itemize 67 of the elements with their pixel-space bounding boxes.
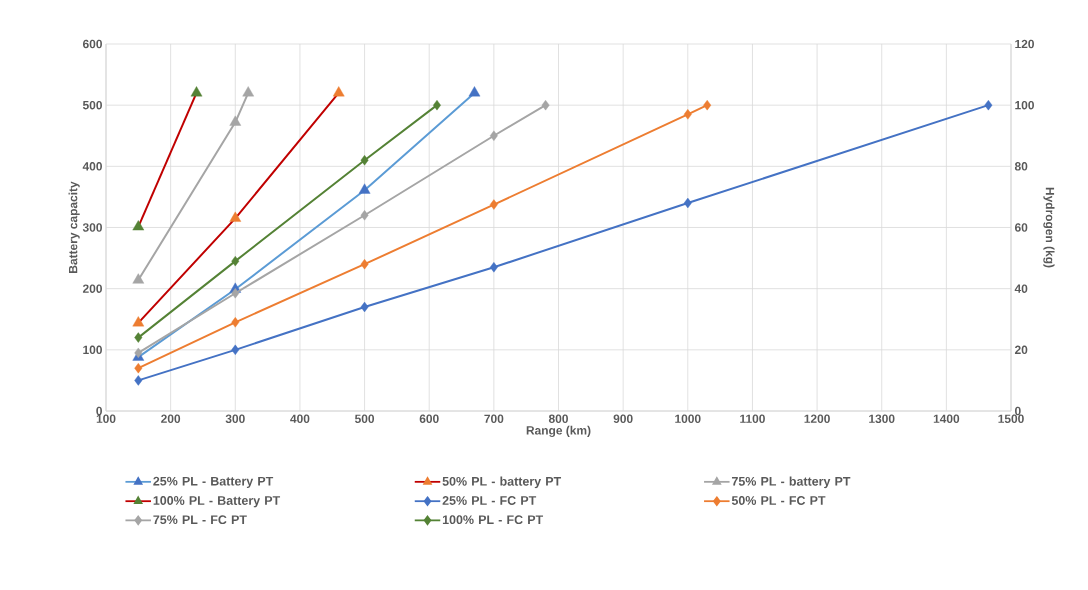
x-tick-label: 500 (354, 414, 375, 423)
point (231, 317, 240, 328)
x-tick-label: 1300 (869, 414, 895, 424)
y2-axis-title: Hydrogen (kg) (1043, 187, 1055, 268)
y-tick-label: 400 (82, 162, 102, 171)
point (360, 259, 369, 270)
point (332, 86, 345, 97)
y-tick-label: 600 (82, 39, 102, 49)
x-tick-label: 200 (161, 414, 181, 423)
x-tick-label: 300 (225, 414, 245, 424)
x-tick-label: 1100 (740, 414, 765, 423)
y-tick-label: 200 (82, 284, 102, 293)
legend-label: 25% PL - Battery PT (153, 476, 274, 489)
point (489, 130, 498, 141)
y-tick-label: 100 (83, 345, 102, 355)
point (134, 375, 143, 386)
legend-label: 50% PL - battery PT (442, 476, 562, 489)
y-tick-label: 500 (82, 100, 102, 110)
y2-tick-label: 40 (1014, 284, 1028, 293)
x-tick-label: 400 (290, 414, 310, 423)
y2-tick-label: 20 (1014, 345, 1028, 355)
y2-tick-label: 80 (1014, 162, 1028, 171)
point (468, 86, 481, 97)
point (132, 316, 145, 327)
point (984, 99, 993, 111)
y2-tick-label: 60 (1014, 223, 1028, 232)
x-tick-label: 1200 (804, 414, 830, 423)
point (358, 183, 371, 194)
point (683, 197, 692, 209)
x-tick-label: 700 (484, 414, 504, 423)
x-tick-label: 800 (548, 414, 568, 423)
legend-label: 100% PL - FC PT (442, 515, 544, 525)
point (229, 115, 242, 126)
point (132, 273, 145, 284)
point (489, 262, 498, 273)
y-tick-label: 0 (96, 406, 102, 416)
x-tick-label: 1500 (998, 414, 1024, 423)
y2-tick-label: 120 (1015, 39, 1034, 49)
point (703, 99, 712, 111)
point (242, 86, 255, 97)
point (683, 109, 692, 120)
y-tick-label: 300 (82, 223, 102, 232)
point (231, 288, 240, 299)
point (541, 99, 550, 111)
point (229, 211, 242, 222)
y-axis-title: Battery capacity (68, 181, 80, 273)
x-tick-label: 900 (613, 414, 633, 423)
point (231, 344, 240, 356)
x-tick-label: 100 (96, 414, 116, 423)
point (134, 332, 143, 343)
legend-label: 50% PL - FC PT (731, 496, 826, 505)
legend-label: 75% PL - FC PT (153, 515, 247, 525)
point (134, 363, 143, 374)
y2-tick-label: 0 (1015, 406, 1021, 416)
x-tick-label: 1000 (675, 414, 701, 423)
y2-tick-label: 100 (1015, 100, 1034, 110)
point (489, 199, 498, 210)
x-tick-label: 1400 (933, 414, 960, 423)
legend-label: 75% PL - battery PT (731, 476, 851, 489)
point (231, 255, 240, 267)
point (360, 210, 369, 221)
point (360, 301, 369, 313)
legend-label: 25% PL - FC PT (442, 496, 537, 505)
x-axis-title: Range (km) (526, 425, 591, 438)
legend-label: 100% PL - Battery PT (153, 496, 281, 508)
x-tick-label: 600 (419, 414, 439, 423)
point (360, 155, 369, 166)
